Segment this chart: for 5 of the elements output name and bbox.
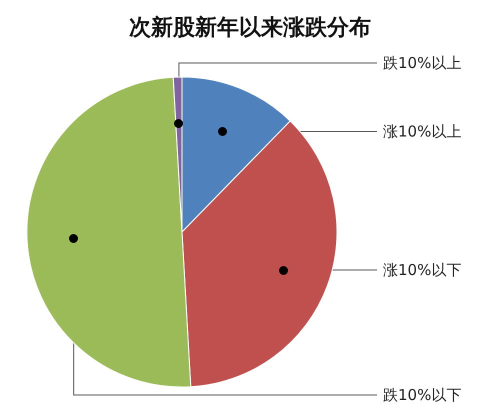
slice-label: 跌10%以下: [383, 386, 462, 404]
slice-label: 跌10%以上: [383, 54, 462, 72]
slice-label: 涨10%以下: [383, 261, 462, 280]
slice-label: 涨10%以上: [383, 122, 462, 140]
chart-title: 次新股新年以来涨跌分布: [129, 14, 371, 40]
